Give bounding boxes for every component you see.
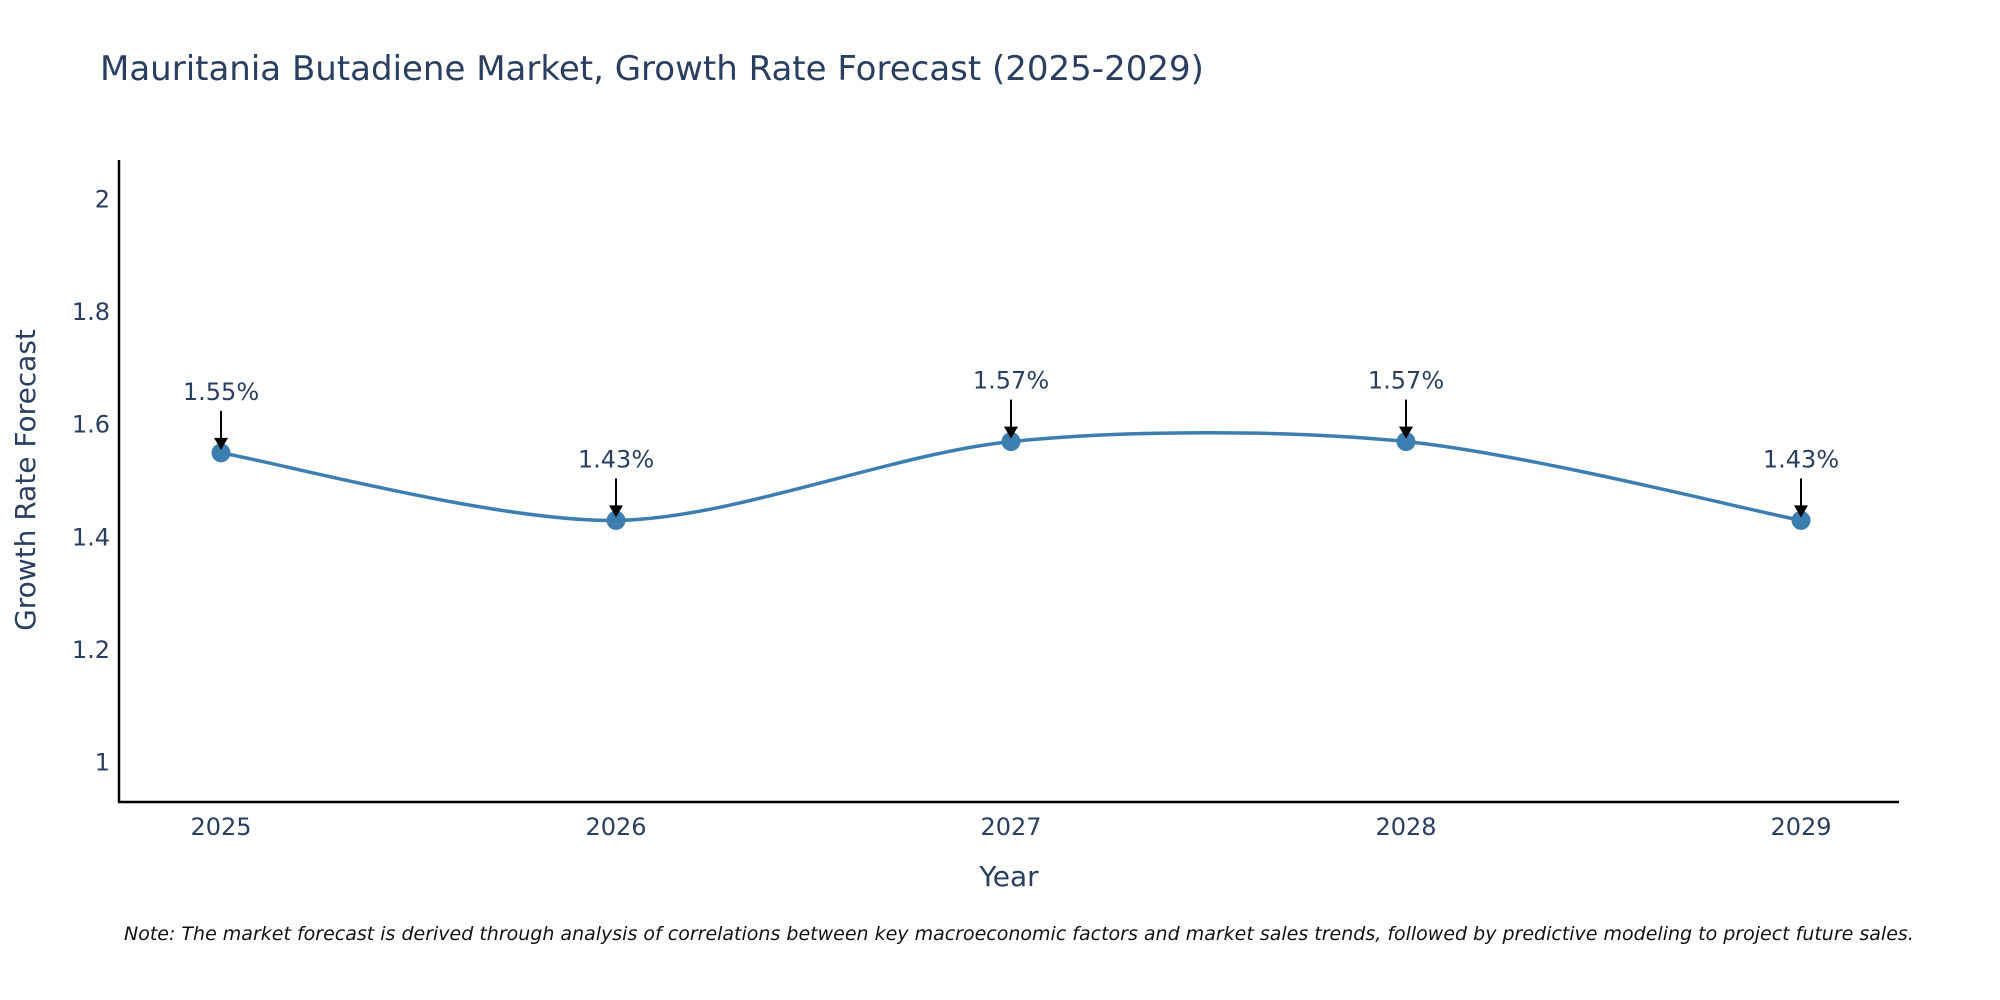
data-point (1396, 432, 1416, 452)
y-tick-label: 1.8 (72, 298, 110, 326)
data-point (606, 510, 626, 530)
data-points (211, 432, 1811, 530)
data-point (1001, 432, 1021, 452)
x-tick-label: 2026 (585, 813, 646, 841)
x-tick-label: 2027 (980, 813, 1041, 841)
data-label: 1.43% (1763, 445, 1839, 473)
y-axis-title: Growth Rate Forecast (9, 329, 42, 631)
y-tick-label: 1 (95, 749, 110, 777)
annotation-arrow-head (609, 505, 623, 518)
y-tick-label: 1.6 (72, 411, 110, 439)
y-tick-label: 1.4 (72, 523, 110, 551)
annotation-arrow-head (1794, 505, 1808, 518)
chart-title: Mauritania Butadiene Market, Growth Rate… (100, 49, 1204, 89)
data-point (1791, 510, 1811, 530)
data-label: 1.43% (578, 445, 654, 473)
footnote: Note: The market forecast is derived thr… (124, 923, 1914, 945)
y-tick-label: 2 (95, 185, 110, 213)
data-point (211, 443, 231, 463)
data-label: 1.57% (1368, 367, 1444, 395)
annotation-arrow-head (214, 437, 228, 450)
y-axis-ticks: 1 1.2 1.4 1.6 1.8 2 (72, 185, 110, 776)
x-axis-ticks: 2025 2026 2027 2028 2029 (190, 813, 1831, 841)
x-tick-label: 2029 (1770, 813, 1831, 841)
y-tick-label: 1.2 (72, 636, 110, 664)
data-annotations: 1.55% 1.43% 1.57% 1.57% 1.43% (183, 367, 1839, 518)
x-tick-label: 2025 (190, 813, 251, 841)
annotation-arrow-head (1004, 426, 1018, 439)
data-label: 1.55% (183, 378, 259, 406)
data-label: 1.57% (973, 367, 1049, 395)
x-tick-label: 2028 (1375, 813, 1436, 841)
x-axis-title: Year (978, 860, 1039, 893)
annotation-arrow-head (1399, 426, 1413, 439)
